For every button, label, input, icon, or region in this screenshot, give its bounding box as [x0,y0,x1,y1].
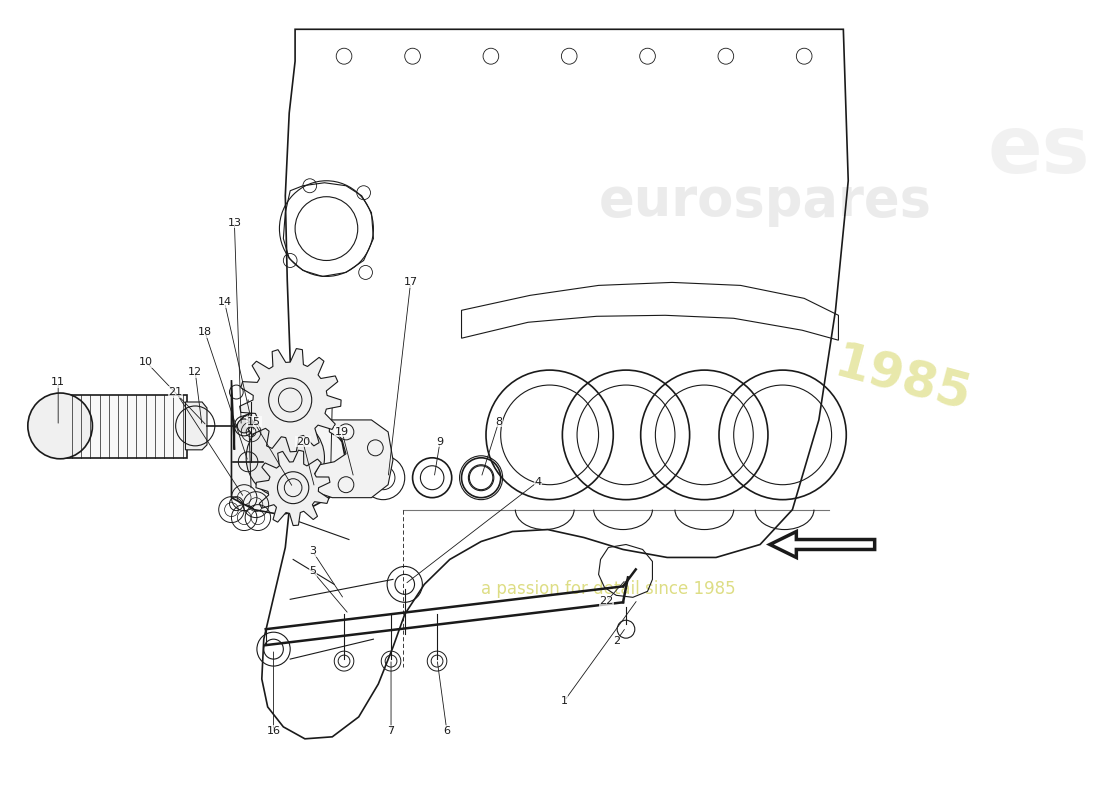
Text: 9: 9 [437,437,443,447]
Text: 8: 8 [495,417,503,427]
Text: 20: 20 [296,437,310,447]
Polygon shape [240,349,341,452]
Text: 13: 13 [228,218,241,228]
Text: 17: 17 [404,278,418,287]
Text: 18: 18 [198,327,212,338]
Polygon shape [231,380,346,514]
Text: es: es [988,112,1090,190]
Text: a passion for detail since 1985: a passion for detail since 1985 [481,580,736,598]
Text: 10: 10 [140,357,153,367]
Polygon shape [312,420,393,498]
Polygon shape [186,402,207,450]
Text: 22: 22 [600,596,614,606]
Text: 15: 15 [248,417,261,427]
Text: 14: 14 [218,298,232,307]
Text: 11: 11 [52,377,65,387]
Circle shape [238,419,251,433]
Text: 19: 19 [336,427,349,437]
Text: 1985: 1985 [828,339,976,422]
Text: 7: 7 [387,726,395,736]
Polygon shape [256,450,330,526]
Text: 3: 3 [309,546,316,557]
Text: 5: 5 [309,566,316,577]
Text: 1: 1 [561,696,568,706]
Text: eurospares: eurospares [598,174,932,226]
Text: 6: 6 [443,726,450,736]
Text: 21: 21 [168,387,183,397]
Text: 4: 4 [535,477,541,486]
Circle shape [246,418,324,498]
Circle shape [28,393,92,458]
Text: 16: 16 [266,726,280,736]
Text: 12: 12 [188,367,202,377]
Polygon shape [58,395,187,458]
Text: 2: 2 [613,636,619,646]
